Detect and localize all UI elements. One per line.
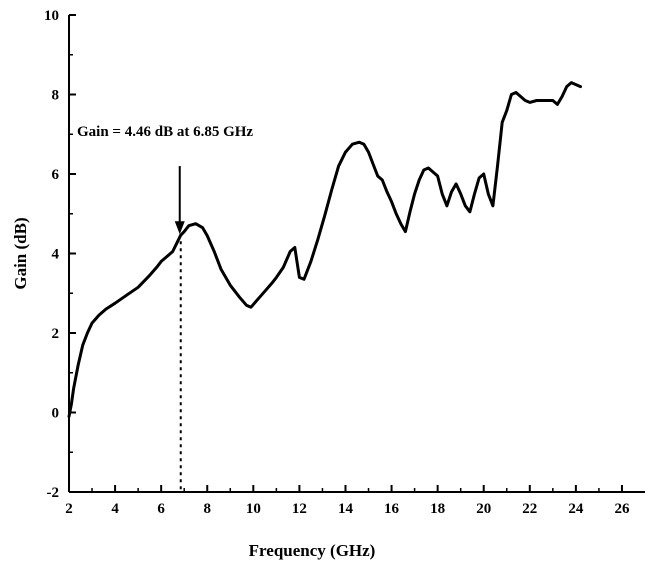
annotation-label: Gain = 4.46 dB at 6.85 GHz (77, 124, 253, 140)
x-tick-label: 26 (614, 501, 630, 517)
x-axis-title: Frequency (GHz) (249, 541, 376, 560)
x-tick-label: 10 (246, 501, 261, 517)
y-tick-label: 6 (52, 167, 60, 183)
y-tick-label: 2 (52, 326, 60, 342)
y-tick-label: 0 (52, 406, 60, 422)
y-tick-label: 4 (52, 247, 60, 263)
x-tick-label: 16 (384, 501, 400, 517)
y-tick-label: 10 (44, 8, 59, 24)
y-axis-title: Gain (dB) (11, 217, 30, 289)
y-tick-label: 8 (52, 88, 60, 104)
y-tick-label: -2 (47, 485, 60, 501)
annotation-arrowhead (174, 221, 185, 235)
x-tick-label: 20 (476, 501, 491, 517)
x-tick-label: 4 (111, 501, 119, 517)
x-tick-label: 14 (338, 501, 354, 517)
x-tick-label: 22 (522, 501, 537, 517)
x-tick-label: 2 (65, 501, 73, 517)
series-line-0 (67, 81, 582, 418)
x-tick-label: 12 (292, 501, 307, 517)
x-tick-label: 8 (203, 501, 211, 517)
x-tick-label: 6 (157, 501, 165, 517)
x-tick-label: 18 (430, 501, 445, 517)
x-tick-label: 24 (568, 501, 584, 517)
